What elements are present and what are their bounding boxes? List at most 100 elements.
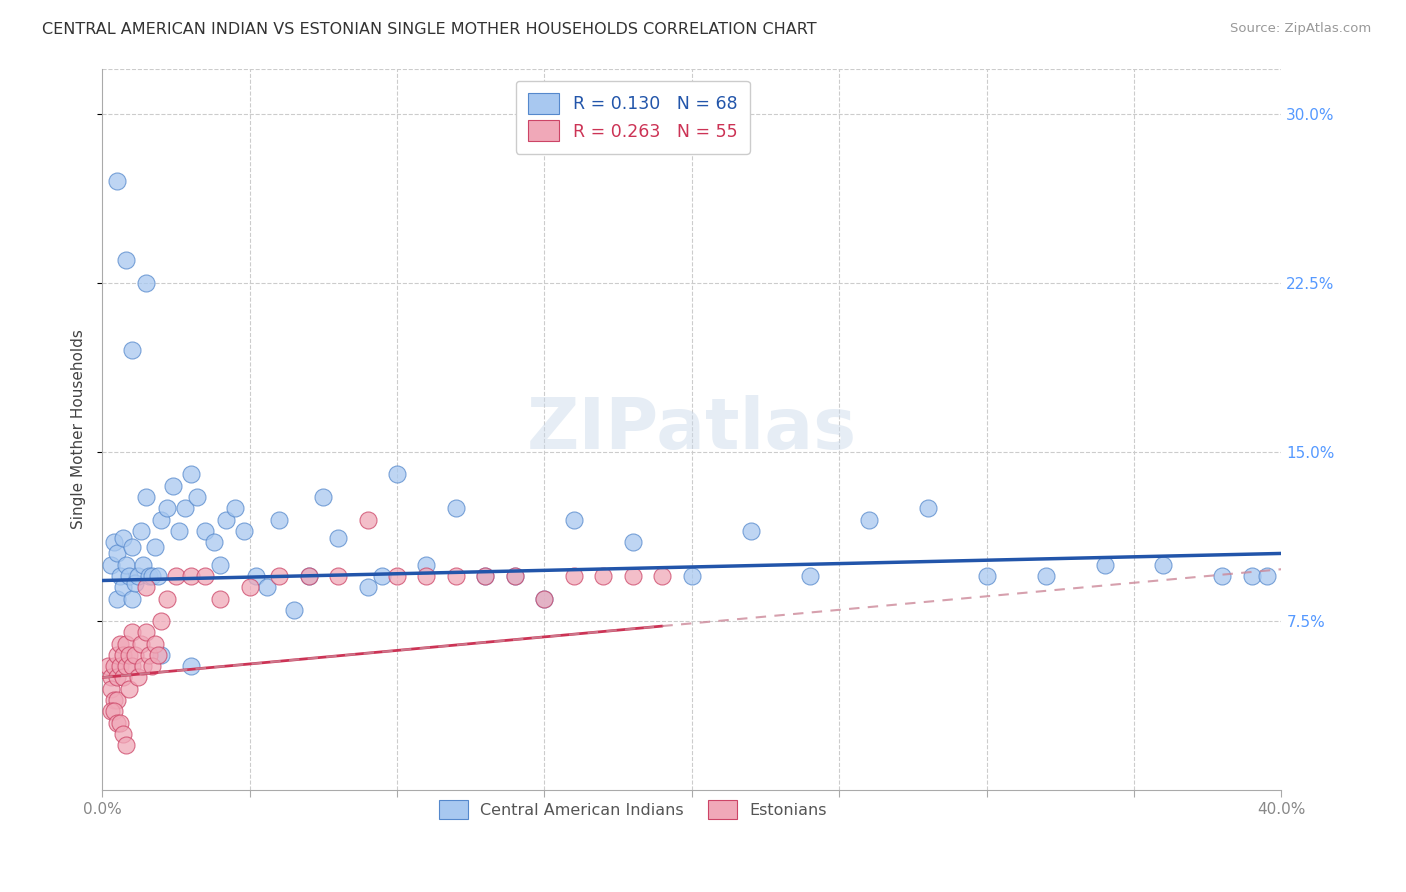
Point xyxy=(129,524,152,538)
Point xyxy=(180,467,202,482)
Point xyxy=(385,467,408,482)
Point xyxy=(297,569,319,583)
Point xyxy=(245,569,267,583)
Point xyxy=(533,591,555,606)
Point xyxy=(150,513,173,527)
Point xyxy=(224,501,246,516)
Point xyxy=(100,681,122,696)
Point xyxy=(239,580,262,594)
Text: Source: ZipAtlas.com: Source: ZipAtlas.com xyxy=(1230,22,1371,36)
Point xyxy=(143,540,166,554)
Point xyxy=(105,591,128,606)
Point xyxy=(474,569,496,583)
Point xyxy=(114,637,136,651)
Point xyxy=(621,535,644,549)
Point xyxy=(114,659,136,673)
Point xyxy=(150,614,173,628)
Point xyxy=(256,580,278,594)
Point xyxy=(202,535,225,549)
Point xyxy=(209,591,232,606)
Point xyxy=(111,531,134,545)
Point xyxy=(118,681,141,696)
Point xyxy=(121,343,143,358)
Point xyxy=(135,625,157,640)
Point xyxy=(100,558,122,572)
Point xyxy=(114,558,136,572)
Point xyxy=(108,637,131,651)
Point xyxy=(267,513,290,527)
Point xyxy=(156,501,179,516)
Point xyxy=(143,637,166,651)
Point xyxy=(1035,569,1057,583)
Point xyxy=(150,648,173,662)
Point xyxy=(297,569,319,583)
Point xyxy=(121,659,143,673)
Point xyxy=(129,637,152,651)
Point xyxy=(118,648,141,662)
Point xyxy=(1256,569,1278,583)
Point xyxy=(1094,558,1116,572)
Point xyxy=(162,479,184,493)
Point xyxy=(103,693,125,707)
Point xyxy=(100,704,122,718)
Text: CENTRAL AMERICAN INDIAN VS ESTONIAN SINGLE MOTHER HOUSEHOLDS CORRELATION CHART: CENTRAL AMERICAN INDIAN VS ESTONIAN SING… xyxy=(42,22,817,37)
Legend: Central American Indians, Estonians: Central American Indians, Estonians xyxy=(433,793,834,826)
Point xyxy=(111,648,134,662)
Point xyxy=(326,569,349,583)
Point xyxy=(132,558,155,572)
Point xyxy=(312,490,335,504)
Point xyxy=(127,569,149,583)
Point xyxy=(232,524,254,538)
Point xyxy=(173,501,195,516)
Point xyxy=(127,671,149,685)
Point xyxy=(105,693,128,707)
Point xyxy=(121,591,143,606)
Point xyxy=(385,569,408,583)
Point xyxy=(976,569,998,583)
Point xyxy=(138,569,160,583)
Point xyxy=(132,659,155,673)
Point xyxy=(562,513,585,527)
Point xyxy=(180,569,202,583)
Point xyxy=(651,569,673,583)
Point xyxy=(105,648,128,662)
Point xyxy=(105,546,128,560)
Point xyxy=(326,531,349,545)
Point xyxy=(799,569,821,583)
Point xyxy=(740,524,762,538)
Point xyxy=(111,671,134,685)
Point xyxy=(108,659,131,673)
Point xyxy=(97,659,120,673)
Point xyxy=(283,603,305,617)
Point xyxy=(141,569,163,583)
Point xyxy=(858,513,880,527)
Point xyxy=(503,569,526,583)
Point xyxy=(103,659,125,673)
Point xyxy=(103,704,125,718)
Point xyxy=(105,671,128,685)
Point xyxy=(180,659,202,673)
Point xyxy=(356,580,378,594)
Point xyxy=(592,569,614,583)
Point xyxy=(141,659,163,673)
Point xyxy=(108,715,131,730)
Point xyxy=(111,727,134,741)
Point xyxy=(121,625,143,640)
Point xyxy=(124,648,146,662)
Point xyxy=(108,569,131,583)
Text: ZIPatlas: ZIPatlas xyxy=(527,395,856,464)
Y-axis label: Single Mother Households: Single Mother Households xyxy=(72,329,86,529)
Point xyxy=(121,540,143,554)
Point xyxy=(103,535,125,549)
Point xyxy=(503,569,526,583)
Point xyxy=(621,569,644,583)
Point xyxy=(533,591,555,606)
Point xyxy=(194,569,217,583)
Point xyxy=(444,569,467,583)
Point xyxy=(444,501,467,516)
Point xyxy=(371,569,394,583)
Point xyxy=(356,513,378,527)
Point xyxy=(135,490,157,504)
Point xyxy=(474,569,496,583)
Point xyxy=(156,591,179,606)
